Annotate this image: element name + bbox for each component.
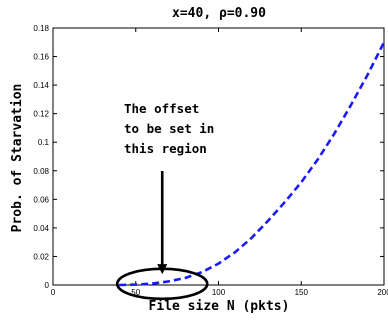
- y-tick-label-7: 0.14: [33, 81, 49, 90]
- y-tick-label-9: 0.18: [33, 24, 49, 33]
- annotation-line-2: to be set in: [124, 121, 214, 136]
- x-tick-label-3: 150: [295, 288, 309, 297]
- annotation-line-3: this region: [124, 141, 207, 156]
- y-axis-label: Prob. of Starvation: [10, 84, 25, 233]
- y-tick-label-8: 0.16: [33, 53, 49, 62]
- x-tick-label-0: 0: [51, 288, 56, 297]
- plot-frame: [52, 27, 385, 286]
- y-tick-label-2: 0.04: [33, 224, 49, 233]
- y-tick-label-3: 0.06: [33, 195, 49, 204]
- axis-tick-labels: 0 50 100 150 200 0 0.02 0.04 0.06 0.08 0.1 0.12 0.14…: [33, 24, 388, 297]
- axis-ticks: [52, 27, 385, 286]
- annotation-line-1: The offset: [124, 101, 199, 116]
- y-tick-label-1: 0.02: [33, 252, 49, 261]
- x-tick-label-1: 50: [131, 288, 140, 297]
- x-tick-label-4: 200: [377, 288, 388, 297]
- chart-title: x=40, ρ=0.90: [172, 6, 266, 21]
- series-line: [119, 41, 386, 287]
- y-tick-label-6: 0.12: [33, 110, 49, 119]
- x-tick-label-2: 100: [212, 288, 226, 297]
- y-tick-label-5: 0.1: [38, 138, 50, 147]
- y-tick-label-4: 0.08: [33, 167, 49, 176]
- y-tick-label-0: 0: [45, 281, 50, 290]
- x-axis-label: File size N (pkts): [149, 299, 290, 314]
